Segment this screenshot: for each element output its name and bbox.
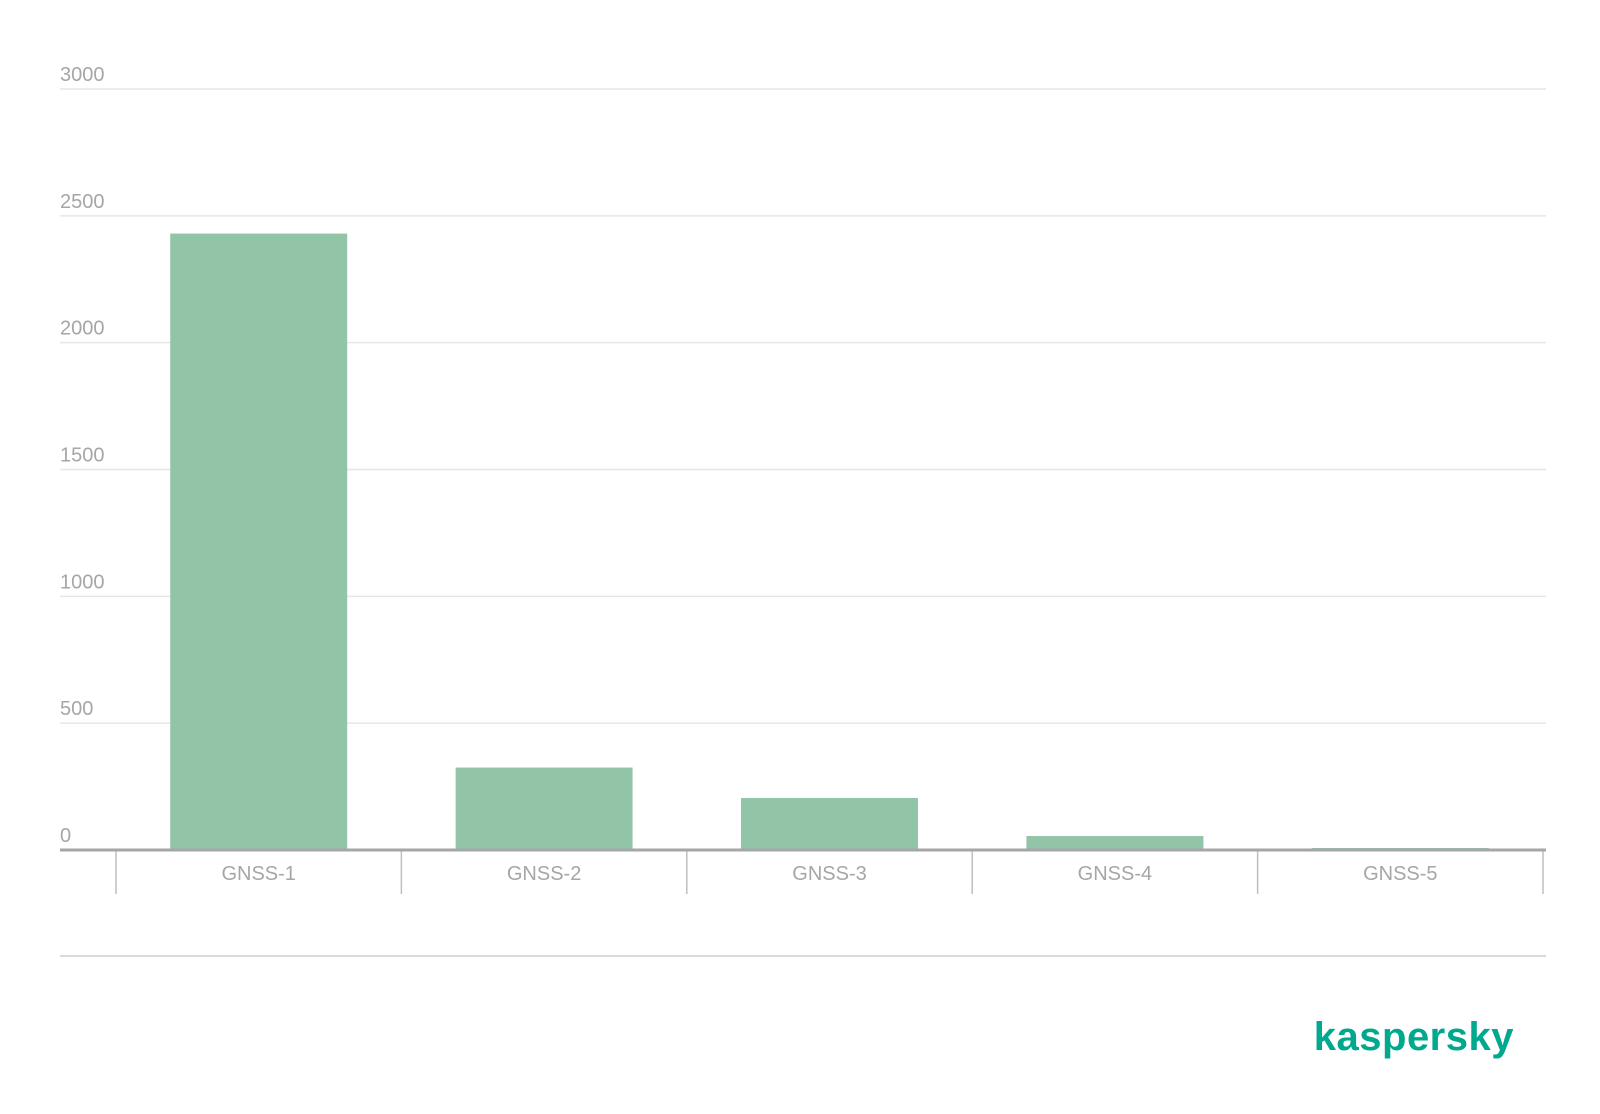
x-tick-label: GNSS-5 <box>1363 863 1437 885</box>
bar <box>741 797 918 850</box>
y-tick-label: 2000 <box>60 318 105 340</box>
bar <box>170 233 348 851</box>
y-tick-label: 1000 <box>60 571 105 593</box>
y-tick-label: 3000 <box>60 64 105 86</box>
y-tick-label: 500 <box>60 698 93 720</box>
bar <box>1026 836 1204 850</box>
y-tick-label: 1500 <box>60 445 105 467</box>
y-tick-label: 2500 <box>60 191 105 213</box>
y-tick-label: 0 <box>60 825 71 847</box>
x-tick-label: GNSS-3 <box>792 863 866 885</box>
x-tick-label: GNSS-4 <box>1078 863 1152 885</box>
x-tick-label: GNSS-2 <box>507 863 581 885</box>
logo: kaspersky <box>1314 1015 1514 1059</box>
bar <box>455 767 633 850</box>
x-tick-label: GNSS-1 <box>221 863 295 885</box>
